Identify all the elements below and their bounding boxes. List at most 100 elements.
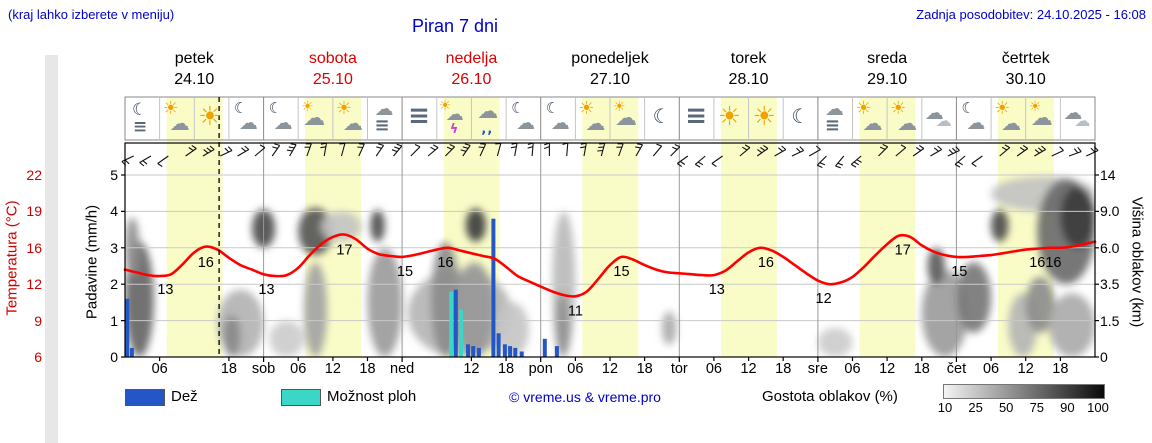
sun-cloud-icon: ☀ ☁ xyxy=(853,97,888,140)
precipitation-bars xyxy=(125,218,559,357)
cloud-density-value: 10 xyxy=(937,400,953,415)
cloud-sun-icon: ☀ ☁ xyxy=(298,97,333,140)
day-name: sobota xyxy=(308,50,357,67)
temp-tick-label: 12 xyxy=(26,276,42,293)
clouds-icon: ☁ ☁ xyxy=(1060,97,1095,140)
precip-tick-label: 4 xyxy=(110,203,118,220)
cloud-glyph: ☁ xyxy=(273,112,293,134)
x-tick-label: 18 xyxy=(913,361,930,377)
cloud-glyph: ☁ xyxy=(342,111,363,135)
drops-glyph: ,, xyxy=(481,122,494,137)
cloud-glyph: ☁ xyxy=(966,112,986,134)
fog-glyph: ≡ xyxy=(408,101,430,131)
day-name: nedelja xyxy=(445,50,498,67)
sun-cloud-storm-icon: ☀ ☁ ϟ xyxy=(437,97,472,140)
temp-tick-label: 19 xyxy=(26,203,42,220)
sun-glyph: ☀ xyxy=(855,98,872,119)
rain-legend-label: Dež xyxy=(171,388,198,405)
x-tick-label: 12 xyxy=(324,361,341,377)
day-abbr-label: tor xyxy=(670,361,688,377)
precip-tick-label: 2 xyxy=(110,276,118,293)
day-date: 28.10 xyxy=(728,71,769,88)
svg-text:16: 16 xyxy=(758,255,774,271)
day-separators xyxy=(263,143,957,357)
x-tick-label: 18 xyxy=(220,361,237,377)
cloud-density-value: 100 xyxy=(1087,400,1109,415)
fog-glyph: ≡ xyxy=(824,115,840,136)
x-tick-label: 06 xyxy=(151,361,168,377)
cloud-density-gradient-bar xyxy=(943,384,1105,399)
moon-glyph: ☾ xyxy=(132,100,148,120)
moon-cloud-icon: ☾ ☁ xyxy=(229,97,264,140)
cloud-glyph: ☁ xyxy=(445,104,464,125)
axis-ticks xyxy=(121,174,1099,362)
day-date: 24.10 xyxy=(174,71,215,88)
moon-glyph: ☾ xyxy=(961,99,975,117)
cloud-glyph: ☁ xyxy=(516,112,536,134)
last-updated-text: Zadnja posodobitev: 24.10.2025 - 16:08 xyxy=(916,7,1146,22)
fog-icon: ≡ xyxy=(402,97,437,140)
svg-text:16: 16 xyxy=(437,255,453,271)
day-name: ponedeljek xyxy=(571,50,649,67)
day-date: 25.10 xyxy=(312,71,353,88)
rain-legend-swatch xyxy=(125,389,165,406)
x-tick-label: 06 xyxy=(705,361,722,377)
day-name: četrtek xyxy=(1001,50,1050,67)
sun-glyph: ☀ xyxy=(752,102,776,132)
x-tick-label: 18 xyxy=(775,361,792,377)
cloud-density-value: 25 xyxy=(968,400,983,415)
day-abbr-label: sre xyxy=(807,361,828,377)
sun-cloud-icon: ☀ ☁ xyxy=(160,97,195,140)
moon-cloud-icon: ☾ ☁ xyxy=(506,97,541,140)
precipitation-axis-title: Padavine (mm/h) xyxy=(83,204,101,320)
sun-glyph: ☀ xyxy=(438,98,452,114)
shower-legend-swatch xyxy=(281,389,321,406)
cloud-sun-icon: ☀ ☁ xyxy=(610,97,645,140)
cloud-tick-label: 9.0 xyxy=(1100,203,1120,220)
precip-tick-label: 3 xyxy=(110,239,118,256)
x-tick-label: 18 xyxy=(359,361,376,377)
copyright-link[interactable]: © vreme.us & vreme.pro xyxy=(509,389,661,405)
day-date: 29.10 xyxy=(867,71,908,88)
temp-tick-label: 16 xyxy=(26,239,42,256)
temp-tick-label: 9 xyxy=(34,312,42,329)
sun-cloud-icon: ☀ ☁ xyxy=(991,97,1026,140)
day-name: petek xyxy=(174,50,214,67)
x-tick-label: 12 xyxy=(1017,361,1034,377)
sun-glyph: ☀ xyxy=(890,98,907,119)
sun-glyph: ☀ xyxy=(1028,99,1042,115)
storm-glyph: ϟ xyxy=(449,122,459,137)
sun-cloud-icon: ☀ ☁ xyxy=(887,97,922,140)
cloud-density-value: 75 xyxy=(1029,400,1045,415)
sun-glyph: ☀ xyxy=(578,98,595,119)
cloud-glyph: ☁ xyxy=(169,111,190,135)
day-date: 27.10 xyxy=(589,71,631,88)
sun-icon: ☀ xyxy=(194,97,229,140)
svg-text:15: 15 xyxy=(397,264,413,280)
cloud-glyph: ☁ xyxy=(303,106,326,131)
sun-glyph: ☀ xyxy=(301,99,314,115)
clouds-icon: ☁ ☁ xyxy=(922,97,957,140)
fog-cloud-icon: ☁ ≡ xyxy=(818,97,853,140)
moon-icon: ☾ xyxy=(783,97,818,140)
fog-icon: ≡ xyxy=(679,97,714,140)
svg-text:16: 16 xyxy=(1029,255,1045,271)
cloud-glyph: ☁ xyxy=(374,98,394,120)
x-tick-label: 06 xyxy=(982,361,1000,377)
cloud-glyph: ☁ xyxy=(550,112,570,134)
x-tick-label: 18 xyxy=(1052,361,1069,377)
x-tick-label: 18 xyxy=(636,361,653,377)
sun-cloud-icon: ☀ ☁ xyxy=(333,97,368,140)
sun-cloud-icon: ☀ ☁ xyxy=(575,97,610,140)
cloud-density-value: 90 xyxy=(1060,400,1075,415)
day-abbr-label: ned xyxy=(390,361,415,377)
moon-cloud-icon: ☾ ☁ xyxy=(956,97,991,140)
cloud-glyph: ☁ xyxy=(1001,111,1022,135)
moon-glyph: ☾ xyxy=(545,99,560,117)
svg-text:13: 13 xyxy=(258,282,274,298)
day-name: torek xyxy=(730,50,767,67)
svg-text:17: 17 xyxy=(336,243,352,259)
